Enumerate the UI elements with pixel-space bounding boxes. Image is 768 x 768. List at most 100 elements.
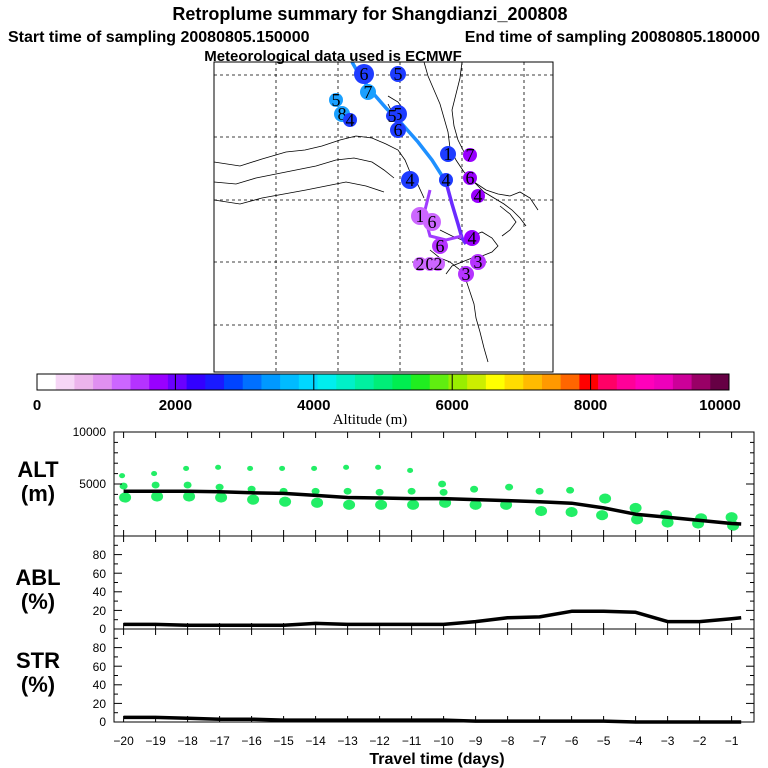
alt-scatter-point: [535, 487, 544, 495]
alt-scatter-point: [438, 480, 447, 488]
x-tick-label: −17: [209, 734, 230, 748]
x-tick-labels: −20 −19 −18 −17 −16 −15 −14 −13 −12 −11 −10 −9 −8 −7 −…: [113, 734, 738, 748]
alt-scatter-point: [470, 485, 479, 493]
alt-panel-label: ALT: [17, 457, 59, 482]
map-marker: [463, 171, 477, 185]
colorbar-cell: [130, 374, 150, 390]
map-marker: [390, 66, 406, 82]
alt-panel-unit: (m): [21, 481, 55, 506]
map-marker: [431, 257, 445, 271]
map-marker: [401, 171, 419, 189]
str-ytick-60: 60: [93, 660, 107, 674]
map-marker: [343, 113, 357, 127]
alt-scatter-point: [439, 488, 448, 496]
colorbar-tick-10000: 10000: [699, 397, 741, 414]
alt-scatter-point: [119, 492, 132, 503]
str-ytick-80: 80: [93, 641, 107, 655]
map-marker: [463, 148, 477, 162]
colorbar-cell: [392, 374, 412, 390]
map-marker-label: 6: [360, 64, 369, 84]
colorbar-cell: [186, 374, 206, 390]
alt-scatter-point: [629, 502, 642, 514]
x-tick-label: −18: [177, 734, 198, 748]
map-marker-label: 1: [416, 206, 425, 226]
colorbar-tick-6000: 6000: [436, 397, 469, 414]
colorbar-cell: [560, 374, 580, 390]
x-tick-label: −19: [145, 734, 166, 748]
x-tick-label: −3: [661, 734, 675, 748]
colorbar-cell: [37, 374, 57, 390]
alt-scatter-point: [631, 514, 644, 525]
alt-scatter-point: [343, 499, 356, 510]
map-marker: [354, 64, 374, 84]
alt-scatter-point: [375, 488, 384, 496]
start-time-label: Start time of sampling 20080805.150000: [8, 29, 310, 46]
map-marker-label: 6: [428, 212, 437, 232]
abl-ytick-60: 60: [93, 567, 107, 581]
colorbar-cell: [429, 374, 449, 390]
panel-ticks: [114, 431, 754, 723]
map-marker: [423, 213, 441, 231]
colorbar-cell: [672, 374, 693, 390]
alt-scatter-point: [469, 499, 482, 510]
alt-scatter-point: [343, 464, 350, 470]
map-frame: [213, 61, 554, 373]
alt-scatter-point: [215, 464, 222, 470]
alt-scatter-point: [279, 465, 286, 471]
abl-ytick-80: 80: [93, 548, 107, 562]
colorbar-cell: [691, 374, 711, 390]
x-tick-label: −16: [241, 734, 262, 748]
map-marker: [386, 110, 398, 122]
colorbar-cell: [261, 374, 281, 390]
colorbar-ticks: [174, 374, 592, 390]
colorbar-cell: [354, 374, 375, 390]
map-marker-label: 6: [436, 236, 445, 256]
map-marker: [471, 189, 485, 203]
str-panel-frame: [113, 628, 755, 723]
alt-scatter-point: [505, 483, 514, 491]
alt-ytick-5000: 5000: [79, 477, 106, 491]
colorbar-cell: [598, 374, 618, 390]
alt-scatter-point: [311, 497, 324, 508]
x-tick-label: −4: [629, 734, 643, 748]
colorbar-cell: [710, 374, 730, 390]
colorbar-frame: [36, 373, 730, 391]
colorbar-cell: [485, 374, 506, 390]
colorbar-cell: [654, 374, 674, 390]
colorbar-cell: [523, 374, 543, 390]
map-marker-label: 3: [474, 252, 483, 272]
x-tick-label: −15: [273, 734, 294, 748]
colorbar-cell: [93, 374, 113, 390]
abl-ytick-40: 40: [93, 585, 107, 599]
str-panel-unit: (%): [21, 672, 55, 697]
colorbar-cells: [37, 374, 730, 390]
alt-scatter-point: [279, 496, 292, 507]
colorbar-tick-0: 0: [33, 397, 41, 414]
alt-scatter-point: [375, 499, 388, 510]
alt-scatter-point: [311, 465, 318, 471]
map-marker-label: 1: [444, 144, 453, 164]
map-marker: [413, 257, 427, 271]
alt-scatter-point: [725, 512, 738, 523]
alt-scatter-point: [565, 506, 578, 518]
map-marker-label: 4: [474, 186, 483, 206]
colorbar-cell: [448, 374, 468, 390]
colorbar-cell: [205, 374, 225, 390]
alt-scatter-point: [407, 467, 414, 474]
map-marker-label: 8: [338, 104, 347, 124]
alt-scatter-point: [599, 493, 612, 504]
map-marker-label: 5: [394, 104, 403, 124]
abl-ytick-0: 0: [99, 622, 106, 636]
alt-scatter-point: [119, 473, 126, 479]
map-grid: [214, 62, 553, 372]
alt-scatter-point: [183, 491, 196, 502]
colorbar-cell: [224, 374, 244, 390]
map-marker: [329, 93, 343, 107]
map-marker: [470, 254, 486, 270]
abl-ytick-20: 20: [93, 604, 107, 618]
alt-scatter-point: [215, 492, 228, 503]
colorbar-cell: [298, 374, 319, 390]
alt-scatter-point: [215, 483, 224, 491]
